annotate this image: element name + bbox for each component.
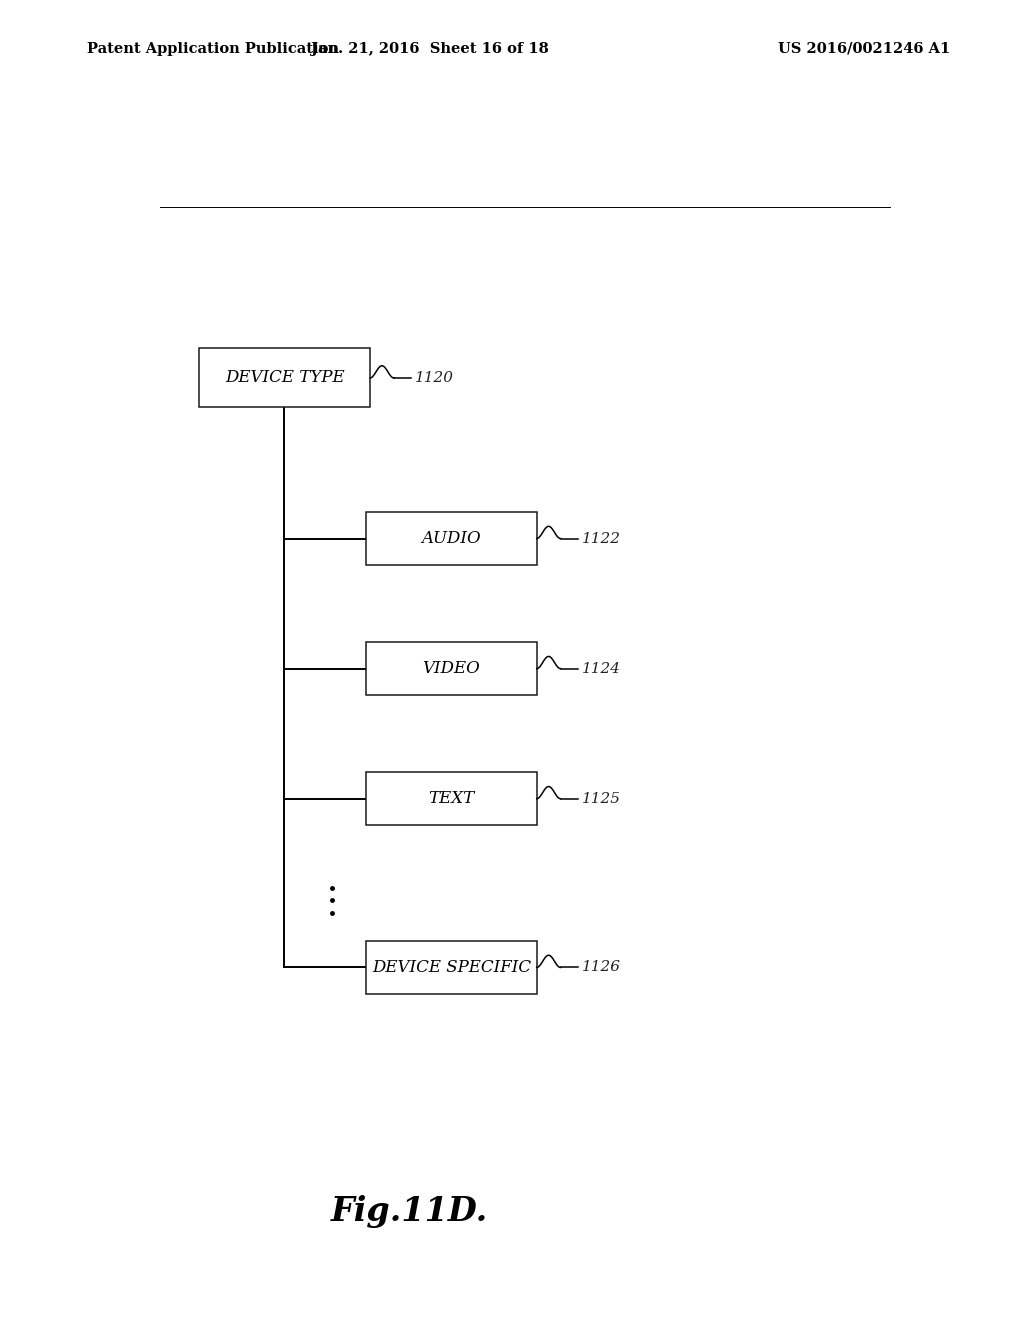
Text: TEXT: TEXT [428, 791, 474, 808]
Text: DEVICE SPECIFIC: DEVICE SPECIFIC [372, 958, 531, 975]
Text: 1126: 1126 [582, 961, 621, 974]
Text: VIDEO: VIDEO [423, 660, 480, 677]
FancyBboxPatch shape [200, 348, 370, 408]
Text: 1124: 1124 [582, 661, 621, 676]
Text: 1120: 1120 [416, 371, 455, 385]
FancyBboxPatch shape [367, 512, 537, 565]
FancyBboxPatch shape [367, 643, 537, 696]
FancyBboxPatch shape [367, 772, 537, 825]
Text: 1125: 1125 [582, 792, 621, 805]
Text: Jan. 21, 2016  Sheet 16 of 18: Jan. 21, 2016 Sheet 16 of 18 [311, 42, 549, 55]
Text: 1122: 1122 [582, 532, 621, 545]
Text: US 2016/0021246 A1: US 2016/0021246 A1 [778, 42, 950, 55]
Text: Fig.11D.: Fig.11D. [331, 1196, 488, 1228]
FancyBboxPatch shape [367, 941, 537, 994]
Text: DEVICE TYPE: DEVICE TYPE [225, 370, 344, 387]
Text: AUDIO: AUDIO [422, 531, 481, 546]
Text: Patent Application Publication: Patent Application Publication [87, 42, 339, 55]
